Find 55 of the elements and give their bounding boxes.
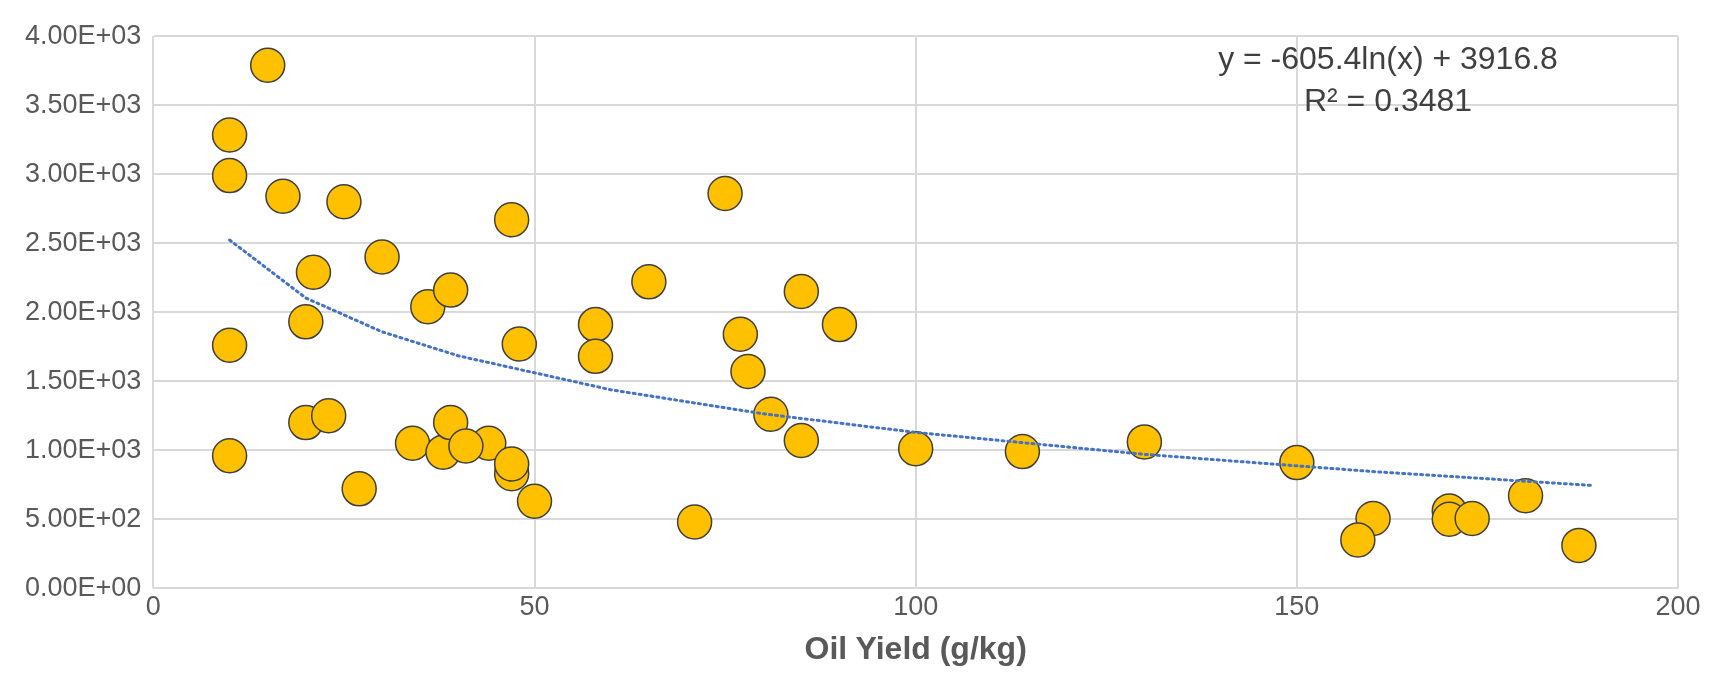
point xyxy=(493,446,530,482)
point xyxy=(783,422,820,459)
y-tick-label: 1.50E+03 xyxy=(25,364,142,395)
point xyxy=(783,273,820,310)
y-tick-label: 1.00E+03 xyxy=(25,433,142,464)
point xyxy=(394,425,431,462)
point xyxy=(295,254,332,290)
point xyxy=(211,437,248,474)
point xyxy=(341,471,377,507)
point xyxy=(493,201,530,238)
point xyxy=(1507,477,1544,514)
point xyxy=(288,304,324,340)
point xyxy=(730,353,766,390)
x-tick-label: 150 xyxy=(1274,590,1320,621)
x-tick-label: 100 xyxy=(893,590,939,621)
point xyxy=(1004,433,1041,470)
point xyxy=(249,47,286,83)
point xyxy=(897,431,934,467)
y-tick-label: 2.00E+03 xyxy=(25,295,142,326)
x-tick-label: 0 xyxy=(145,590,161,621)
point xyxy=(364,239,400,275)
y-tick-label: 3.00E+03 xyxy=(25,157,142,188)
point xyxy=(516,483,553,520)
point xyxy=(1454,500,1490,537)
x-tick-label: 200 xyxy=(1655,590,1701,621)
y-tick-label: 0.00E+00 xyxy=(25,571,142,602)
y-tick-label: 2.50E+03 xyxy=(25,226,142,257)
point xyxy=(1340,522,1376,558)
point xyxy=(326,184,362,220)
point xyxy=(432,272,469,308)
point xyxy=(211,157,248,194)
y-tick-label: 5.00E+02 xyxy=(25,502,142,533)
y-tick-label: 4.00E+03 xyxy=(25,19,142,50)
x-axis-title: Oil Yield (g/kg) xyxy=(804,629,1027,666)
point xyxy=(631,264,667,300)
x-tick-label: 50 xyxy=(519,590,550,621)
point xyxy=(448,428,484,464)
point xyxy=(211,327,248,364)
point xyxy=(501,326,538,362)
point xyxy=(707,175,743,212)
annotation: R² = 0.3481 xyxy=(1303,82,1473,119)
point xyxy=(310,397,347,434)
point xyxy=(577,338,614,375)
point xyxy=(753,396,789,433)
point xyxy=(821,306,858,343)
y-tick-label: 3.50E+03 xyxy=(25,88,142,119)
point xyxy=(1126,424,1163,460)
point xyxy=(676,504,713,540)
point xyxy=(1279,444,1315,481)
point xyxy=(722,316,759,353)
point xyxy=(211,117,248,153)
point xyxy=(577,306,614,343)
point xyxy=(265,178,301,215)
point xyxy=(1561,527,1597,564)
annotation: y = -605.4ln(x) + 3916.8 xyxy=(1218,40,1558,77)
